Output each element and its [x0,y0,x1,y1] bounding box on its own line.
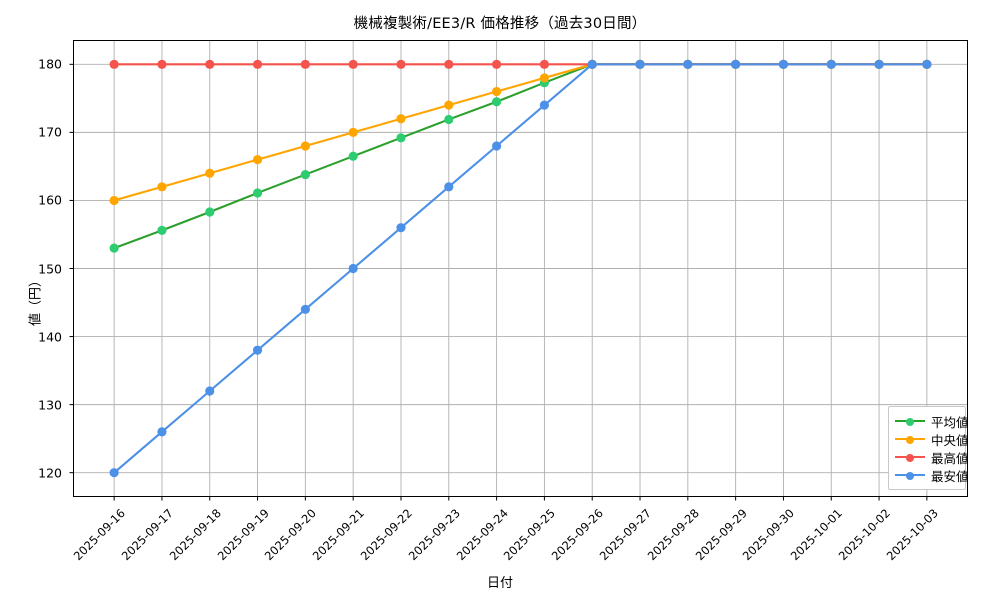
data-point-marker [348,151,358,161]
data-point-marker [491,59,502,69]
y-tick-label: 140 [38,329,62,345]
legend-item[interactable]: 最安値 [895,466,969,484]
y-tick-label: 120 [38,465,62,481]
data-point-marker [396,223,406,233]
data-point-marker [157,225,167,235]
data-point-marker [539,73,550,83]
data-point-marker [109,59,119,69]
data-point-marker [491,86,502,97]
legend-marker-icon [895,450,925,464]
data-point-marker [300,59,310,69]
data-point-marker [348,127,358,137]
data-point-marker [109,243,119,253]
data-point-marker [444,100,454,110]
data-point-marker [874,59,884,69]
data-point-marker [348,263,358,274]
data-point-marker [205,59,215,69]
data-point-marker [252,59,263,69]
legend-item[interactable]: 最高値 [895,448,969,466]
data-point-marker [396,114,406,124]
data-point-marker [444,59,454,69]
data-point-marker [205,386,215,396]
data-point-marker [300,169,310,180]
legend-item-label: 平均値 [931,414,969,430]
data-point-marker [491,97,502,107]
data-point-marker [157,182,167,192]
grid-lines [73,40,968,497]
series-line [113,63,928,474]
legend-marker-icon [895,432,925,446]
plot-frame [73,40,968,497]
series-line [113,63,928,250]
data-point-marker [396,133,406,143]
legend-item-label: 最安値 [931,468,969,484]
data-point-marker [109,195,119,206]
data-point-marker [444,182,454,192]
data-point-marker [300,304,310,314]
data-series-layer [109,59,932,478]
legend-item-label: 最高値 [931,450,969,466]
data-point-marker [922,59,932,69]
data-point-marker [252,188,263,198]
data-point-marker [205,168,215,178]
data-point-marker [587,59,597,69]
y-tick-label: 150 [38,261,62,276]
data-point-marker [683,59,693,69]
data-point-marker [539,59,550,69]
data-point-marker [109,468,119,478]
chart-legend: 平均値中央値最高値最安値 [888,406,969,490]
data-point-marker [205,207,215,217]
legend-item[interactable]: 平均値 [895,412,969,430]
y-tick-label: 180 [38,56,62,72]
y-tick-label: 170 [38,124,62,140]
y-tick-label: 160 [38,192,62,208]
data-point-marker [491,141,502,151]
legend-marker-icon [895,414,925,428]
data-point-marker [396,59,406,69]
data-point-marker [348,59,358,69]
legend-item[interactable]: 中央値 [895,430,969,448]
data-point-marker [778,59,789,69]
data-point-marker [252,155,263,165]
data-point-marker [539,100,550,110]
data-point-marker [300,141,310,151]
data-point-marker [826,59,836,69]
legend-item-label: 中央値 [931,432,969,448]
y-tick-label: 130 [38,397,62,413]
data-point-marker [157,427,167,437]
data-point-marker [252,345,263,355]
chart-title: 機械複製術/EE3/R 価格推移（過去30日間） [353,16,647,32]
x-axis-label: 日付 [486,576,513,591]
axis-tick-marks [69,63,928,501]
legend-marker-icon [895,468,925,482]
data-point-marker [157,59,167,69]
data-point-marker [635,59,645,69]
data-point-marker [731,59,741,69]
data-point-marker [444,114,454,125]
